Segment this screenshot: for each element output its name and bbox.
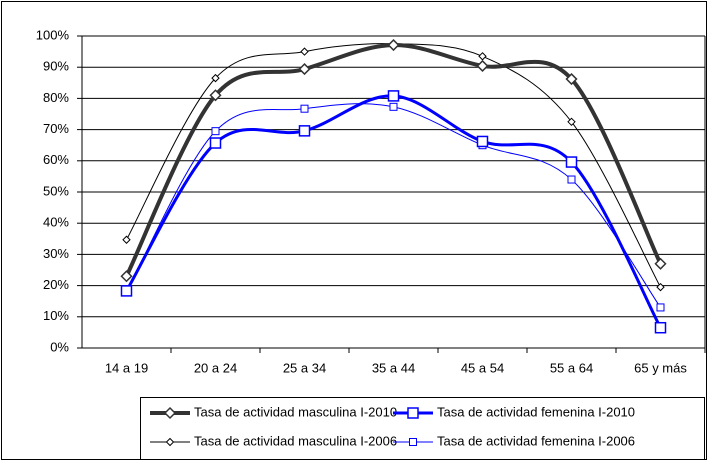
marker bbox=[656, 303, 665, 312]
x-tick-label: 35 a 44 bbox=[372, 360, 415, 375]
marker bbox=[654, 257, 667, 270]
marker bbox=[165, 437, 175, 447]
legend-label: Tasa de actividad masculina I-2010 bbox=[194, 404, 397, 419]
marker bbox=[656, 282, 665, 292]
marker bbox=[476, 135, 489, 148]
y-tick-label: 80% bbox=[43, 90, 69, 105]
marker bbox=[407, 407, 419, 419]
x-tick-label: 25 a 34 bbox=[283, 360, 326, 375]
y-tick-label: 50% bbox=[43, 183, 69, 198]
x-tick-label: 55 a 64 bbox=[550, 360, 593, 375]
y-tick-label: 10% bbox=[43, 308, 69, 323]
y-tick-label: 40% bbox=[43, 215, 69, 230]
marker bbox=[120, 285, 133, 297]
y-tick-label: 90% bbox=[43, 59, 69, 74]
y-tick-label: 0% bbox=[50, 339, 69, 354]
marker bbox=[409, 438, 417, 446]
y-tick-label: 60% bbox=[43, 152, 69, 167]
marker bbox=[567, 117, 576, 127]
marker bbox=[163, 406, 177, 420]
x-tick-label: 20 a 24 bbox=[194, 360, 237, 375]
marker bbox=[654, 321, 667, 334]
legend-label: Tasa de actividad femenina I-2006 bbox=[437, 433, 635, 448]
marker bbox=[387, 90, 400, 102]
marker bbox=[476, 59, 489, 73]
marker bbox=[565, 156, 578, 168]
y-tick-label: 20% bbox=[43, 277, 69, 292]
marker bbox=[565, 72, 578, 86]
marker bbox=[211, 73, 220, 83]
marker bbox=[300, 104, 309, 113]
x-tick-label: 14 a 19 bbox=[105, 360, 148, 375]
legend-label: Tasa de actividad masculina I-2006 bbox=[194, 433, 397, 448]
marker bbox=[387, 38, 400, 52]
legend-label: Tasa de actividad femenina I-2010 bbox=[437, 404, 635, 419]
marker bbox=[389, 102, 398, 111]
marker bbox=[209, 137, 222, 149]
marker bbox=[209, 89, 222, 102]
marker bbox=[298, 63, 311, 76]
marker bbox=[298, 125, 311, 137]
x-tick-label: 65 y más bbox=[634, 360, 687, 375]
y-tick-label: 70% bbox=[43, 121, 69, 136]
x-tick-label: 45 a 54 bbox=[461, 360, 504, 375]
marker bbox=[120, 270, 133, 283]
legend-box bbox=[140, 397, 705, 460]
y-tick-label: 30% bbox=[43, 246, 69, 261]
marker bbox=[300, 47, 309, 56]
marker bbox=[567, 175, 576, 184]
marker bbox=[478, 52, 487, 61]
y-tick-label: 100% bbox=[36, 27, 70, 42]
marker bbox=[211, 127, 220, 136]
marker bbox=[122, 235, 131, 244]
